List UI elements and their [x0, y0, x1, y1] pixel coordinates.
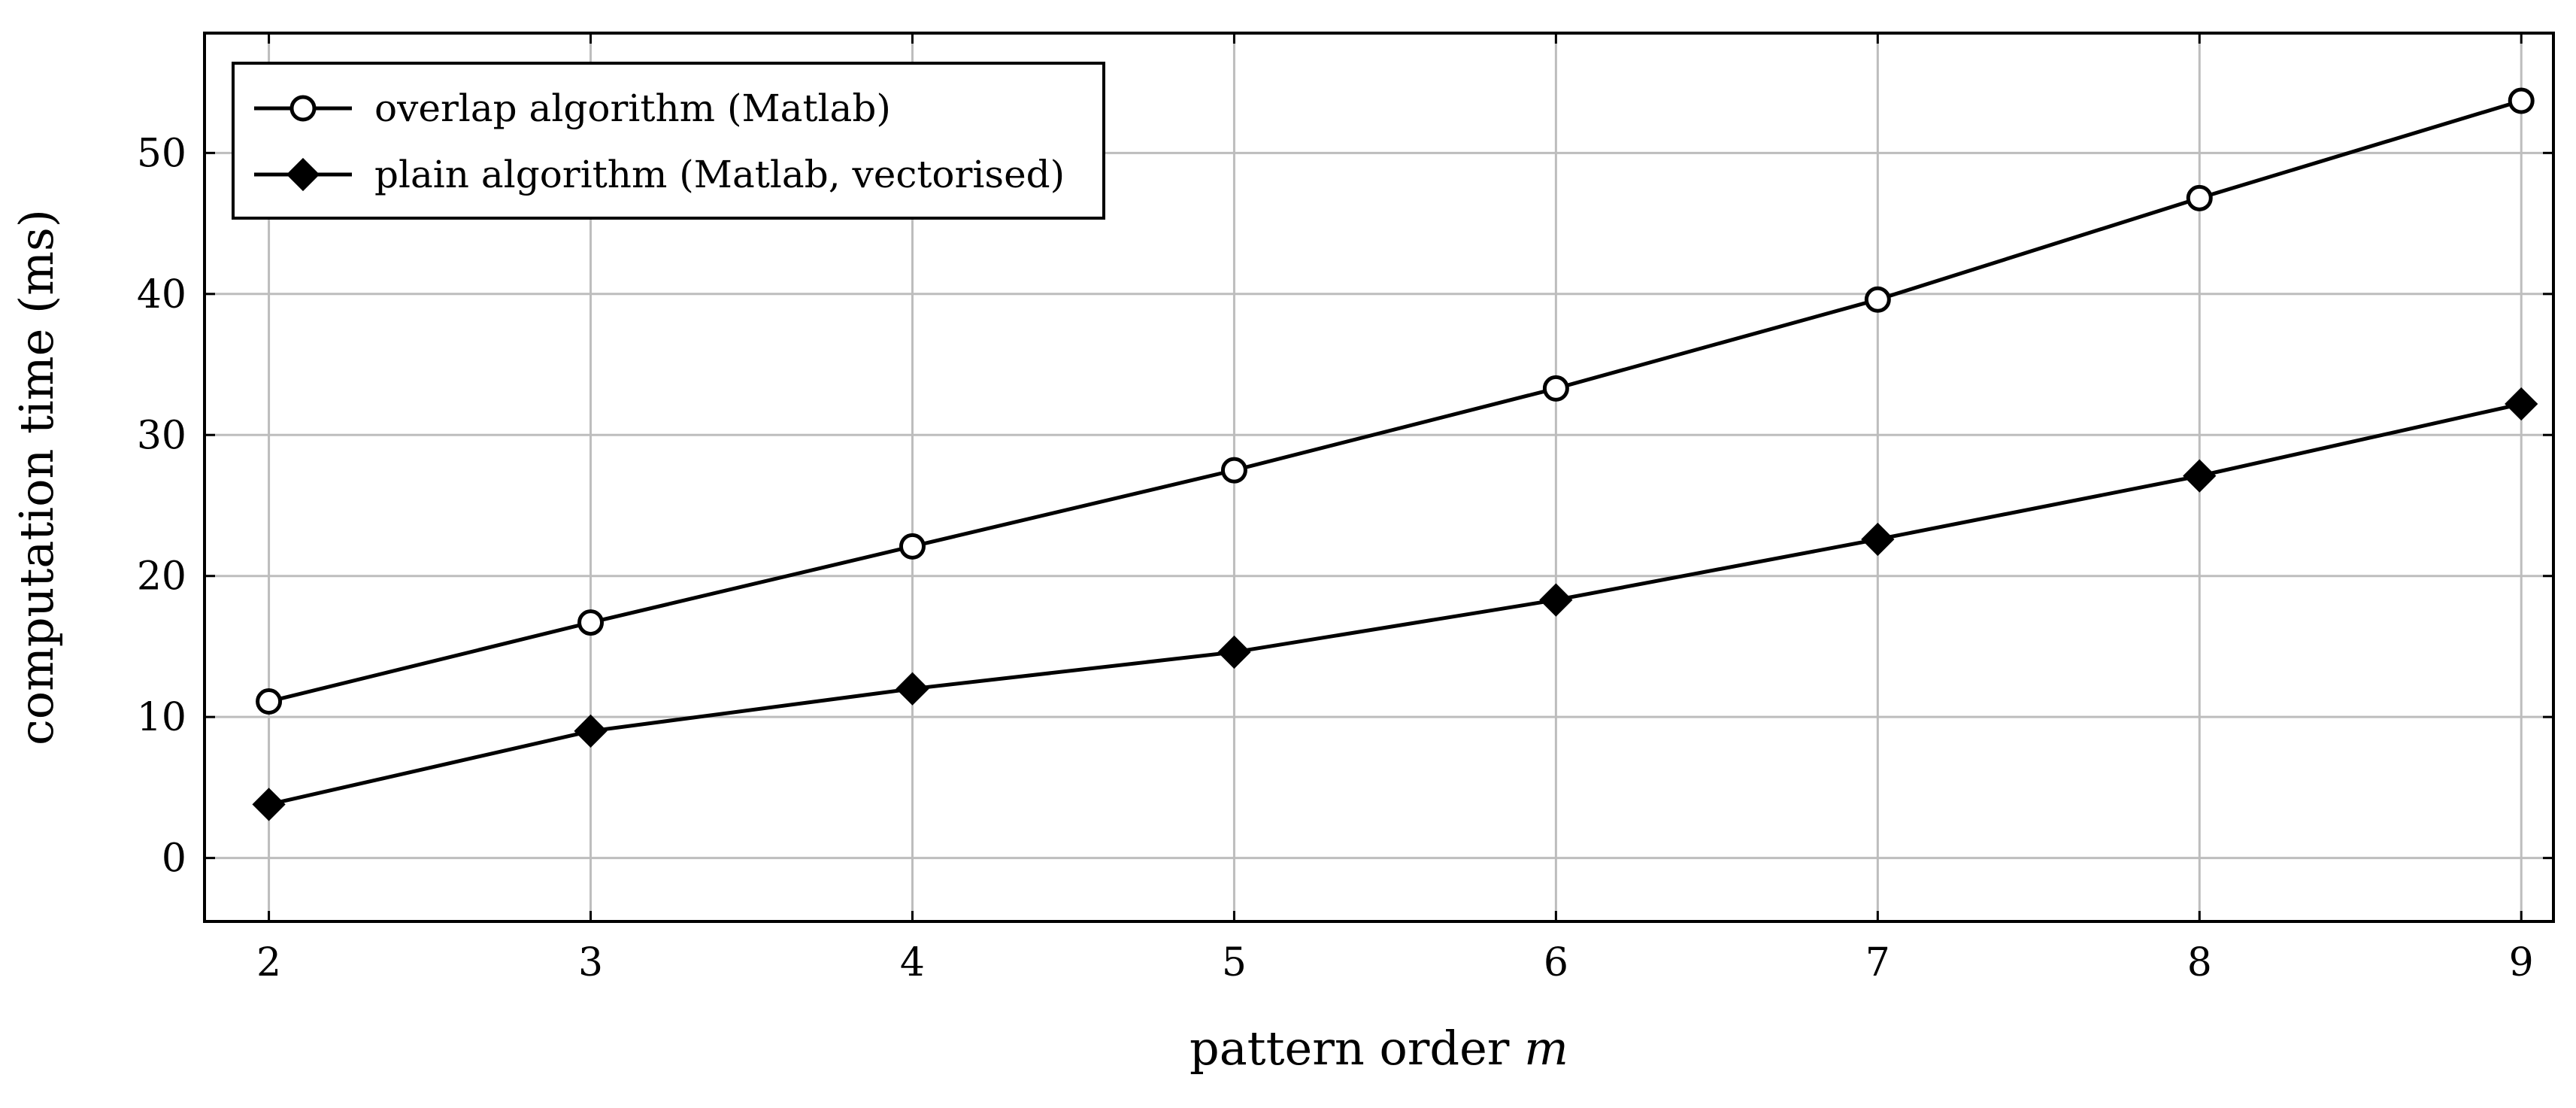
data-point — [252, 788, 286, 821]
legend-item: overlap algorithm (Matlab) — [254, 87, 891, 130]
data-point — [2183, 459, 2217, 493]
legend-marker — [286, 157, 320, 192]
x-tick-label: 9 — [2509, 940, 2534, 985]
x-tick-label: 2 — [256, 940, 281, 985]
legend-box — [232, 62, 1105, 220]
y-axis-ticks: 0 10 20 30 40 50 — [137, 131, 2553, 882]
legend-marker — [289, 95, 317, 122]
y-tick-label: 50 — [137, 131, 186, 176]
y-tick-label: 0 — [162, 836, 186, 882]
legend-label: plain algorithm (Matlab, vectorised) — [374, 153, 1065, 196]
x-axis-title: pattern order m — [1190, 1021, 1568, 1076]
data-point — [896, 672, 929, 706]
y-tick-label: 20 — [137, 554, 186, 600]
data-point — [2505, 387, 2538, 421]
x-tick-label: 5 — [1222, 940, 1247, 985]
series-2 — [252, 387, 2538, 821]
data-point — [899, 533, 926, 560]
data-point — [2508, 87, 2535, 114]
series — [252, 87, 2538, 821]
x-axis-ticks: 2 3 4 5 6 7 8 9 — [256, 33, 2534, 985]
legend-item: plain algorithm (Matlab, vectorised) — [254, 153, 1065, 196]
legend: overlap algorithm (Matlab) plain algorith… — [232, 62, 1105, 220]
series-line — [268, 402, 2522, 806]
x-tick-label: 6 — [1544, 940, 1568, 985]
x-tick-label: 3 — [578, 940, 603, 985]
data-point — [2186, 184, 2213, 211]
data-point — [1861, 522, 1895, 557]
data-point — [1217, 635, 1251, 669]
x-tick-label: 4 — [900, 940, 925, 985]
plot-frame — [203, 32, 2555, 923]
data-point — [577, 609, 605, 636]
x-tick-label: 7 — [1865, 940, 1890, 985]
data-point — [256, 688, 283, 715]
y-tick-label: 10 — [137, 695, 186, 740]
y-tick-label: 40 — [137, 272, 186, 317]
data-point — [1539, 583, 1573, 617]
data-point — [1542, 375, 1569, 402]
data-point — [1864, 286, 1891, 313]
series-1 — [256, 87, 2535, 715]
series-line — [268, 99, 2522, 703]
y-tick-label: 30 — [137, 413, 186, 458]
data-point — [1220, 457, 1247, 484]
data-point — [574, 714, 608, 748]
x-tick-label: 8 — [2187, 940, 2212, 985]
y-axis-title: computation time (ms) — [9, 209, 64, 745]
legend-label: overlap algorithm (Matlab) — [374, 87, 891, 130]
